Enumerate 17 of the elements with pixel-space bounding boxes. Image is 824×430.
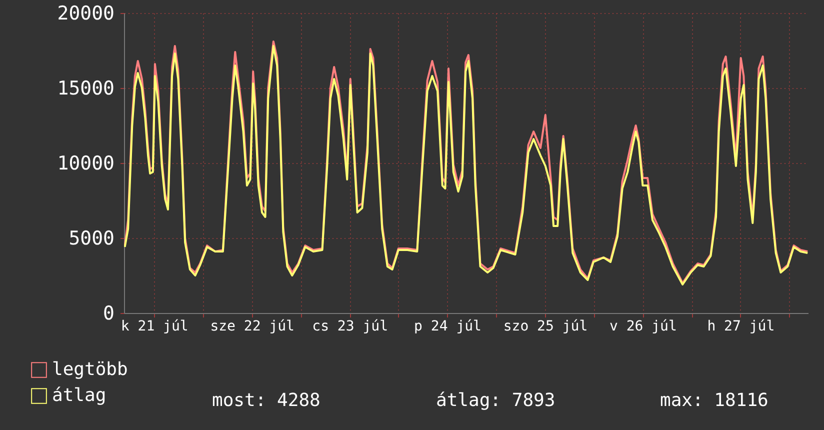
y-tick-label: 5000 [68, 228, 114, 250]
legend-label: átlag [52, 385, 106, 406]
text: most: 4288 [212, 390, 320, 411]
x-tick-label: sze 22 júl [210, 318, 294, 334]
x-tick-label: p 24 júl [414, 318, 482, 334]
legend-label: legtöbb [52, 359, 128, 380]
x-tick-label: szo 25 júl [503, 318, 588, 334]
y-tick-label: 0 [103, 302, 114, 324]
x-tick-label: cs 23 júl [312, 318, 388, 334]
x-tick-label: h 27 júl [707, 318, 775, 334]
x-tick-label: k 21 júl [120, 318, 188, 334]
x-tick-label: v 26 júl [609, 318, 677, 334]
y-tick-label: 20000 [57, 2, 114, 24]
text: átlag: 7893 [436, 390, 556, 411]
text: max: 18116 [660, 390, 768, 411]
y-tick-label: 10000 [57, 152, 114, 174]
y-tick-label: 15000 [57, 78, 114, 100]
